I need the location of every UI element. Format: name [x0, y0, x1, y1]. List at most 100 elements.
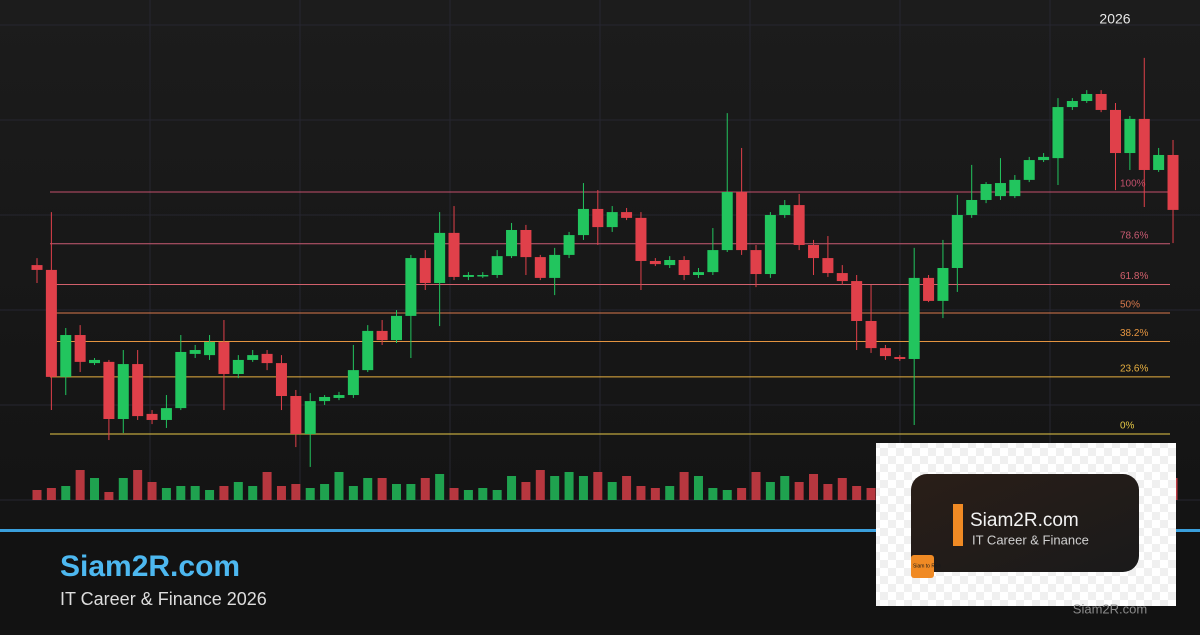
volume-bar — [46, 488, 56, 500]
candle-body — [937, 267, 949, 301]
volume-bar — [32, 490, 42, 500]
volume-bar — [593, 472, 603, 500]
volume-bar — [564, 472, 574, 500]
candle-body — [204, 342, 216, 356]
volume-bar — [535, 470, 545, 500]
candle-body — [980, 184, 992, 200]
volume-bar — [219, 486, 229, 500]
volume-bar — [104, 492, 114, 500]
volume-bar — [737, 488, 747, 500]
volume-bar — [693, 476, 703, 500]
volume-bar — [133, 470, 143, 500]
fib-label: 50% — [1120, 300, 1140, 311]
candle-body — [45, 269, 57, 377]
volume-bar — [348, 486, 358, 500]
fib-label: 61.8% — [1120, 271, 1148, 282]
volume-bar — [823, 484, 833, 500]
candle-body — [247, 355, 259, 360]
candle-body — [290, 396, 302, 434]
candle-body — [1153, 154, 1165, 170]
fib-label: 23.6% — [1120, 364, 1148, 375]
volume-bar — [665, 486, 675, 500]
candle-body — [1052, 107, 1064, 159]
candle-body — [132, 364, 144, 417]
volume-bar — [190, 486, 200, 500]
candle-body — [333, 395, 345, 398]
candle-body — [692, 272, 704, 276]
volume-bar — [449, 488, 459, 500]
volume-bar — [550, 476, 560, 500]
volume-bar — [794, 482, 804, 500]
logo-card — [911, 474, 1139, 572]
candle-body — [592, 208, 604, 228]
candle-body — [1038, 156, 1050, 161]
candle-body — [549, 254, 561, 278]
candle-body — [563, 235, 575, 255]
candle-body — [1095, 93, 1107, 110]
candle-body — [60, 335, 72, 377]
volume-bar — [492, 490, 502, 500]
volume-bar — [161, 488, 171, 500]
volume-bar — [435, 474, 445, 500]
volume-bar — [521, 482, 531, 500]
volume-bar — [751, 472, 761, 500]
candle-body — [1110, 109, 1121, 154]
candle-body — [879, 348, 891, 357]
candle-body — [1081, 93, 1093, 102]
candle-body — [319, 396, 331, 402]
candle-body — [707, 250, 719, 273]
volume-bar — [377, 478, 387, 500]
volume-bar — [866, 488, 876, 500]
volume-bar — [478, 488, 488, 500]
logo-bar — [953, 504, 963, 546]
candle-body — [491, 256, 503, 276]
candle-body — [1167, 154, 1179, 210]
candle-body — [736, 192, 748, 251]
candle-body — [347, 370, 359, 396]
site-name: Siam2R.com — [60, 550, 240, 583]
fib-label: 38.2% — [1120, 328, 1148, 339]
candle-body — [750, 250, 762, 275]
candle-body — [74, 335, 86, 362]
candle-body — [951, 214, 963, 268]
candle-body — [851, 281, 863, 321]
candle-body — [31, 265, 43, 270]
volume-bar — [147, 482, 157, 500]
candle-body — [664, 260, 676, 266]
candle-body — [520, 229, 532, 258]
candle-body — [117, 364, 129, 419]
candle-body — [621, 212, 633, 218]
candle-body — [103, 361, 115, 419]
candle-body — [606, 212, 618, 228]
candle-body — [304, 401, 316, 434]
candle-body — [1138, 118, 1150, 170]
volume-bar — [578, 476, 588, 500]
volume-bar — [61, 486, 71, 500]
candle-body — [506, 229, 518, 257]
volume-bar — [507, 476, 517, 500]
volume-bar — [722, 490, 732, 500]
candle-body — [894, 357, 906, 359]
volume-bar — [852, 486, 862, 500]
volume-bar — [320, 484, 330, 500]
candle-body — [966, 199, 978, 215]
candle-body — [1023, 160, 1035, 180]
volume-bar — [420, 478, 430, 500]
candle-body — [376, 330, 388, 341]
candle-body — [1124, 118, 1136, 154]
volume-bar — [291, 484, 301, 500]
volume-bar — [90, 478, 100, 500]
logo-subtitle: IT Career & Finance — [972, 532, 1089, 547]
candle-body — [649, 260, 661, 265]
candle-body — [793, 205, 805, 245]
candle-body — [160, 408, 172, 420]
candle-body — [362, 330, 374, 371]
candle-body — [434, 232, 446, 283]
volume-bar — [334, 472, 344, 500]
candle-body — [1066, 101, 1078, 108]
volume-bar — [363, 478, 373, 500]
candle-body — [908, 277, 920, 359]
volume-bar — [262, 472, 272, 500]
candle-body — [822, 258, 834, 274]
volume-bar — [75, 470, 85, 500]
